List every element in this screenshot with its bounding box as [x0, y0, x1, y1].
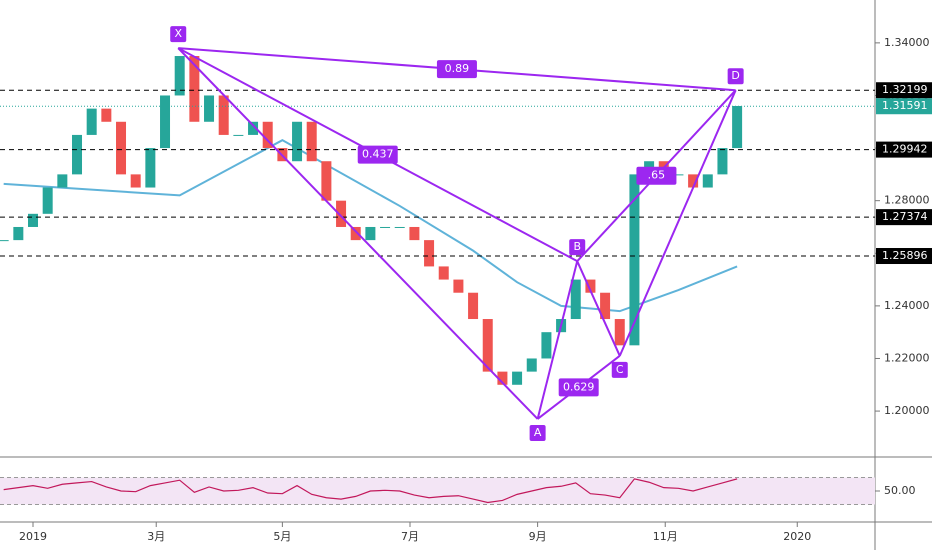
candle [336, 200, 347, 227]
candle [42, 187, 53, 214]
candle [585, 279, 596, 293]
candle [570, 279, 581, 320]
pattern-point [529, 424, 546, 441]
pattern-point-label: D [731, 69, 739, 82]
ratio-label: 0.437 [362, 148, 394, 161]
candle [424, 240, 435, 267]
candle [526, 358, 537, 372]
candle [292, 121, 303, 162]
pattern-point [569, 239, 586, 256]
rsi-tick-label: 50.00 [884, 484, 916, 497]
candle [262, 121, 273, 149]
price-level-box [876, 209, 932, 226]
ratio-box [357, 145, 398, 164]
candle [57, 174, 68, 188]
candle [72, 134, 83, 175]
candle [189, 56, 200, 122]
x-tick-label: 5月 [273, 530, 291, 543]
candle [512, 371, 523, 385]
candle [248, 121, 259, 135]
candle [380, 226, 391, 228]
price-level-label: 1.25896 [882, 249, 928, 262]
price-level-box [876, 82, 932, 99]
y-tick-label: 1.22000 [884, 351, 930, 364]
candle [702, 174, 713, 188]
pattern-point-label: X [174, 27, 182, 40]
y-tick-label: 1.20000 [884, 404, 930, 417]
candle [218, 95, 229, 135]
candle [365, 226, 376, 241]
rsi-line [3, 478, 738, 504]
candle [629, 174, 640, 346]
pattern-point-label: C [616, 363, 624, 376]
candle [688, 174, 699, 188]
x-tick-label: 2020 [783, 530, 811, 543]
price-level-label: 1.32199 [882, 83, 928, 96]
ratio-box [436, 60, 477, 79]
ratio-box [636, 166, 677, 185]
pattern-point-label: B [573, 240, 581, 253]
candle [28, 213, 39, 227]
candle [409, 226, 420, 241]
price-level-label: 1.29942 [882, 143, 928, 156]
moving-average [3, 139, 738, 313]
candle [86, 108, 97, 135]
candle [497, 371, 508, 385]
price-level-box [876, 98, 932, 115]
ratio-label: 0.629 [563, 380, 595, 393]
pattern-leg [618, 89, 737, 357]
candle [13, 226, 24, 241]
candle [160, 95, 171, 149]
candle [673, 174, 684, 176]
x-tick-label: 11月 [653, 530, 678, 543]
candle [306, 121, 317, 162]
candle [453, 279, 464, 293]
ratio-label: .65 [648, 169, 666, 182]
candle [0, 240, 9, 242]
candle [717, 148, 728, 175]
pattern-leg [177, 47, 539, 420]
candle [116, 121, 127, 175]
x-tick-label: 3月 [147, 530, 165, 543]
candle [614, 319, 625, 346]
pattern-point [727, 68, 744, 85]
x-tick-label: 7月 [401, 530, 419, 543]
price-level-label: 1.27374 [882, 210, 928, 223]
candle [174, 56, 185, 96]
candle [321, 161, 332, 201]
ratio-box [558, 378, 599, 397]
pattern-point [170, 26, 187, 43]
candle [438, 266, 449, 280]
y-tick-label: 1.24000 [884, 299, 930, 312]
candle [541, 332, 552, 359]
ratio-label: 0.89 [445, 62, 470, 75]
price-level-label: 1.31591 [882, 99, 928, 112]
pattern-point-label: A [534, 426, 542, 439]
candle [732, 105, 743, 149]
candle [145, 148, 156, 188]
pattern-leg [536, 260, 579, 420]
candle [600, 292, 611, 320]
x-tick-label: 2019 [19, 530, 47, 543]
y-tick-label: 1.28000 [884, 194, 930, 207]
rsi-band [0, 477, 875, 505]
price-level-box [876, 141, 932, 158]
candle [482, 319, 493, 372]
candle [204, 95, 215, 122]
candle [130, 174, 141, 188]
price-level-box [876, 248, 932, 265]
candle [394, 226, 405, 228]
pattern-point [611, 361, 628, 378]
candle [101, 108, 112, 122]
pattern-leg [576, 260, 621, 357]
candle [350, 226, 361, 241]
candle [468, 292, 479, 320]
y-tick-label: 1.34000 [884, 36, 930, 49]
x-tick-label: 9月 [529, 530, 547, 543]
candle [233, 134, 244, 136]
